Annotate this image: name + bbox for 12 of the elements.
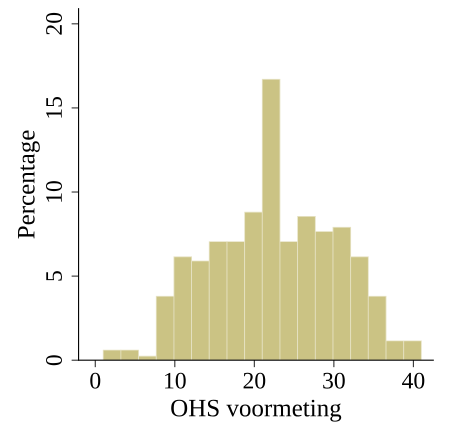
x-axis-title: OHS voormeting xyxy=(171,400,342,422)
y-tick-label: 5 xyxy=(46,271,62,281)
y-axis-title: Percentage xyxy=(18,130,40,239)
x-tick-label: 40 xyxy=(402,372,424,389)
y-tick-label: 20 xyxy=(46,12,62,35)
y-tick-label: 0 xyxy=(46,355,62,366)
x-tick-label: 30 xyxy=(323,372,345,389)
x-tick-label: 0 xyxy=(90,372,100,389)
x-tick-label: 20 xyxy=(244,372,266,389)
x-tick-label: 10 xyxy=(165,372,186,389)
y-tick-label: 15 xyxy=(46,97,62,118)
y-tick-label: 10 xyxy=(46,181,62,202)
